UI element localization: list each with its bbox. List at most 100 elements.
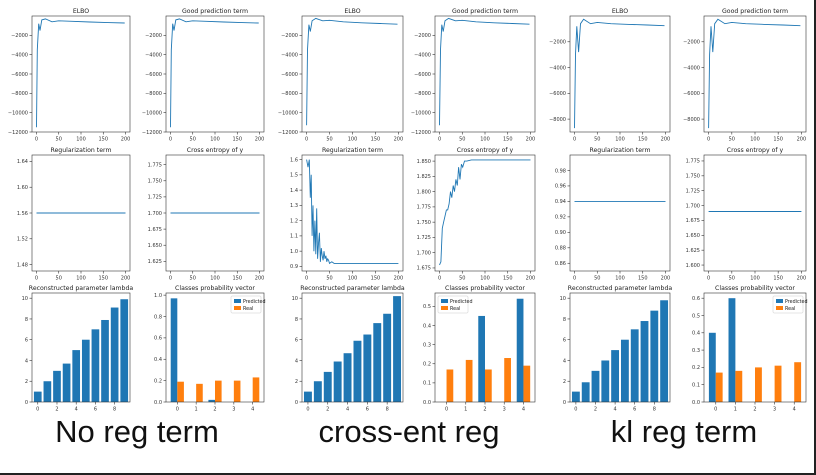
series-line (36, 18, 125, 128)
bar (81, 339, 90, 402)
chart-panel-15: Classes probability vector 0.0 0.1 0.2 0.3 0.… (423, 285, 536, 413)
y-tick-label: 1.625 (148, 259, 162, 265)
y-tick-label: 1.5 (290, 173, 298, 179)
bar (363, 334, 372, 402)
chart-panel-3: Good prediction term −2000 −4000 −6000 −8000… (411, 8, 536, 143)
x-tick-label: 6 (633, 407, 636, 413)
x-tick-label: 3 (232, 407, 235, 413)
x-tick-label: 1 (734, 407, 737, 413)
x-tick-label: 100 (348, 276, 358, 282)
bar-real (735, 370, 743, 402)
chart-panel-7: Cross entropy of y 1.625 1.650 1.675 1.700 1.… (148, 147, 265, 282)
bar-real (446, 369, 454, 402)
y-tick-label: −12000 (411, 130, 431, 136)
y-tick-label: 0.3 (423, 342, 431, 348)
x-tick-label: 0 (714, 407, 717, 413)
x-tick-label: 150 (98, 137, 108, 143)
bar (120, 299, 129, 402)
y-tick-label: 0.98 (555, 168, 566, 174)
y-tick-label: −4000 (683, 65, 700, 71)
x-tick-label: 50 (326, 276, 332, 282)
x-tick-label: 3 (773, 407, 776, 413)
x-tick-label: 200 (661, 276, 671, 282)
y-tick-label: −8000 (11, 91, 28, 97)
y-tick-label: 1.725 (417, 235, 431, 241)
legend-swatch (776, 299, 783, 303)
legend-label: Real (785, 306, 795, 312)
legend-swatch (234, 306, 241, 310)
x-tick-label: 100 (615, 137, 625, 143)
y-tick-label: −8000 (683, 117, 700, 123)
y-tick-label: −4000 (549, 65, 566, 71)
axes-frame (31, 15, 131, 133)
x-tick-label: 4 (522, 407, 525, 413)
x-tick-label: 0 (306, 407, 309, 413)
x-tick-label: 50 (459, 276, 465, 282)
chart-panel-5: Good prediction term −2000 −4000 −6000 −8000… (683, 8, 807, 143)
y-tick-label: 1.52 (17, 237, 28, 243)
y-tick-label: 1.4 (290, 188, 298, 194)
y-tick-label: 1.0 (290, 249, 298, 255)
y-tick-label: 1.625 (686, 248, 700, 254)
y-tick-label: 1.775 (148, 162, 162, 168)
y-tick-label: 1.56 (17, 211, 28, 217)
legend-swatch (441, 306, 448, 310)
y-tick-label: 1.2 (290, 218, 298, 224)
y-tick-label: 0.4 (154, 357, 162, 363)
bar (343, 353, 352, 402)
y-tick-label: 0 (25, 400, 28, 406)
y-tick-label: −8000 (281, 91, 298, 97)
x-tick-label: 100 (210, 137, 220, 143)
y-tick-label: 1.825 (417, 174, 431, 180)
chart-panel-4: ELBO −2000 −4000 −6000 −8000 0 50 100 150 200 (549, 8, 671, 143)
y-tick-label: −12000 (8, 130, 28, 136)
y-tick-label: 0.4 (423, 323, 431, 329)
y-tick-label: −4000 (281, 52, 298, 58)
y-tick-label: 0.96 (555, 184, 566, 190)
x-tick-label: 100 (76, 276, 86, 282)
x-tick-label: 6 (94, 407, 97, 413)
bar (640, 321, 649, 402)
bar-real (485, 369, 492, 402)
y-tick-label: 1.750 (148, 179, 162, 185)
x-tick-label: 150 (371, 276, 381, 282)
y-tick-label: 0.0 (154, 400, 162, 406)
x-tick-label: 4 (346, 407, 349, 413)
legend-label: Predicted (243, 299, 266, 305)
x-tick-label: 150 (503, 137, 513, 143)
bar (62, 363, 71, 402)
x-tick-label: 200 (661, 137, 671, 143)
y-tick-label: −2000 (11, 33, 28, 39)
x-tick-label: 8 (386, 407, 389, 413)
y-tick-label: 2 (295, 379, 298, 385)
x-tick-label: 50 (56, 137, 62, 143)
y-tick-label: −8000 (145, 91, 162, 97)
y-tick-label: 1.3 (290, 203, 298, 209)
y-tick-label: 0.88 (555, 246, 566, 252)
x-tick-label: 2 (753, 407, 756, 413)
x-tick-label: 1 (464, 407, 467, 413)
y-tick-label: 0.4 (692, 331, 700, 337)
bar (33, 391, 42, 402)
y-tick-label: 1.700 (686, 203, 700, 209)
y-tick-label: −2000 (549, 40, 566, 46)
x-tick-label: 150 (232, 137, 242, 143)
x-tick-label: 2 (594, 407, 597, 413)
x-tick-label: 0 (36, 407, 39, 413)
y-tick-label: 1.675 (148, 227, 162, 233)
chart-panel-2: ELBO −2000 −4000 −6000 −8000 −10000 −12000 0 50 1… (278, 8, 404, 143)
y-tick-label: 0.5 (423, 304, 431, 310)
y-tick-label: −12000 (142, 130, 162, 136)
chart-panel-12: Reconstructed parameter lambda 0 2 4 6 8 10 0 2 4… (22, 285, 134, 413)
x-tick-label: 150 (638, 276, 648, 282)
y-tick-label: 0.92 (555, 215, 566, 221)
bar-real (233, 380, 241, 402)
y-tick-label: −2000 (683, 40, 700, 46)
y-tick-label: −8000 (549, 117, 566, 123)
bar-real (504, 358, 511, 402)
y-tick-label: 6 (25, 338, 28, 344)
axes-frame (703, 15, 807, 133)
y-tick-label: 1.0 (154, 293, 162, 299)
